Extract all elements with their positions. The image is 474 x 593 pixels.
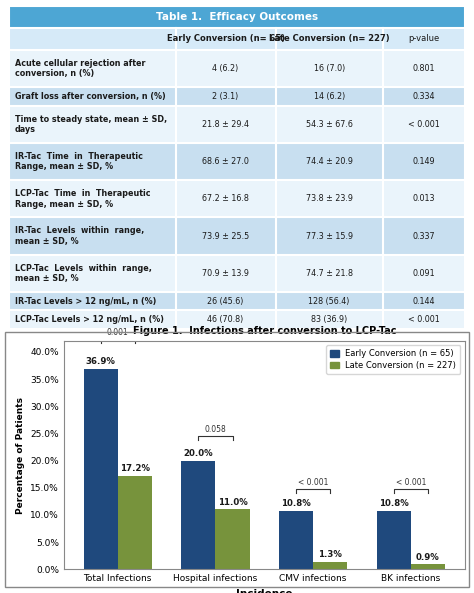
Y-axis label: Percentage of Patients: Percentage of Patients	[16, 397, 25, 514]
Text: < 0.001: < 0.001	[396, 478, 426, 487]
Text: 0.001: 0.001	[107, 328, 128, 337]
Bar	[83, 369, 118, 569]
Bar	[411, 565, 445, 569]
Text: 36.9%: 36.9%	[86, 357, 116, 366]
Text: 2 (3.1): 2 (3.1)	[212, 92, 239, 101]
Text: 10.8%: 10.8%	[379, 499, 409, 508]
Bar	[279, 511, 313, 569]
Text: 1.3%: 1.3%	[318, 550, 342, 560]
Text: < 0.001: < 0.001	[408, 315, 439, 324]
FancyBboxPatch shape	[9, 218, 465, 254]
Text: 21.8 ± 29.4: 21.8 ± 29.4	[202, 120, 249, 129]
FancyBboxPatch shape	[9, 311, 465, 329]
Text: 83 (36.9): 83 (36.9)	[311, 315, 347, 324]
Text: LCP-Tac  Time  in  Therapeutic
Range, mean ± SD, %: LCP-Tac Time in Therapeutic Range, mean …	[15, 189, 150, 209]
Bar	[181, 461, 215, 569]
Text: 0.334: 0.334	[412, 92, 435, 101]
Text: 74.7 ± 21.8: 74.7 ± 21.8	[306, 269, 353, 278]
Text: 26 (45.6): 26 (45.6)	[208, 296, 244, 306]
Text: 54.3 ± 67.6: 54.3 ± 67.6	[306, 120, 353, 129]
FancyBboxPatch shape	[9, 87, 465, 106]
Bar	[118, 476, 152, 569]
Text: 77.3 ± 15.9: 77.3 ± 15.9	[306, 231, 353, 241]
Text: 128 (56.4): 128 (56.4)	[309, 296, 350, 306]
Text: 73.8 ± 23.9: 73.8 ± 23.9	[306, 195, 353, 203]
Text: 20.0%: 20.0%	[183, 449, 213, 458]
Text: 0.091: 0.091	[412, 269, 435, 278]
Text: 68.6 ± 27.0: 68.6 ± 27.0	[202, 157, 249, 166]
X-axis label: Incidence: Incidence	[236, 589, 292, 593]
Title: Figure 1.  Infections after conversion to LCP-Tac: Figure 1. Infections after conversion to…	[133, 326, 396, 336]
FancyBboxPatch shape	[9, 6, 465, 28]
Bar	[215, 509, 250, 569]
Text: < 0.001: < 0.001	[408, 120, 439, 129]
FancyBboxPatch shape	[9, 180, 465, 218]
Text: 10.8%: 10.8%	[281, 499, 311, 508]
Text: 67.2 ± 16.8: 67.2 ± 16.8	[202, 195, 249, 203]
Text: 4 (6.2): 4 (6.2)	[212, 64, 239, 73]
Text: 0.013: 0.013	[412, 195, 435, 203]
Text: 0.058: 0.058	[205, 425, 226, 435]
Text: 0.337: 0.337	[412, 231, 435, 241]
Text: 0.144: 0.144	[412, 296, 435, 306]
Text: 0.9%: 0.9%	[416, 553, 440, 562]
Text: 73.9 ± 25.5: 73.9 ± 25.5	[202, 231, 249, 241]
Text: IR-Tac  Levels  within  range,
mean ± SD, %: IR-Tac Levels within range, mean ± SD, %	[15, 227, 144, 246]
Text: Late Conversion (n= 227): Late Conversion (n= 227)	[269, 34, 390, 43]
FancyBboxPatch shape	[9, 50, 465, 87]
Text: Graft loss after conversion, n (%): Graft loss after conversion, n (%)	[15, 92, 166, 101]
Legend: Early Conversion (n = 65), Late Conversion (n = 227): Early Conversion (n = 65), Late Conversi…	[326, 345, 460, 374]
Text: 0.801: 0.801	[412, 64, 435, 73]
FancyBboxPatch shape	[9, 106, 465, 143]
Text: < 0.001: < 0.001	[298, 478, 328, 487]
FancyBboxPatch shape	[9, 292, 465, 311]
Text: 46 (70.8): 46 (70.8)	[208, 315, 244, 324]
Text: 14 (6.2): 14 (6.2)	[313, 92, 345, 101]
Text: LCP-Tac Levels > 12 ng/mL, n (%): LCP-Tac Levels > 12 ng/mL, n (%)	[15, 315, 164, 324]
Bar	[377, 511, 411, 569]
Text: IR-Tac  Time  in  Therapeutic
Range, mean ± SD, %: IR-Tac Time in Therapeutic Range, mean ±…	[15, 152, 143, 171]
FancyBboxPatch shape	[9, 143, 465, 180]
Text: Table 1.  Efficacy Outcomes: Table 1. Efficacy Outcomes	[156, 12, 318, 22]
Text: 70.9 ± 13.9: 70.9 ± 13.9	[202, 269, 249, 278]
FancyBboxPatch shape	[9, 28, 465, 50]
Bar	[313, 562, 347, 569]
Text: 17.2%: 17.2%	[120, 464, 150, 473]
Text: 74.4 ± 20.9: 74.4 ± 20.9	[306, 157, 353, 166]
Text: p-value: p-value	[408, 34, 439, 43]
Text: IR-Tac Levels > 12 ng/mL, n (%): IR-Tac Levels > 12 ng/mL, n (%)	[15, 296, 156, 306]
Text: 11.0%: 11.0%	[218, 498, 247, 507]
Text: Acute cellular rejection after
conversion, n (%): Acute cellular rejection after conversio…	[15, 59, 146, 78]
Text: 16 (7.0): 16 (7.0)	[313, 64, 345, 73]
Text: LCP-Tac  Levels  within  range,
mean ± SD, %: LCP-Tac Levels within range, mean ± SD, …	[15, 263, 152, 283]
Text: 0.149: 0.149	[412, 157, 435, 166]
Text: Early Conversion (n= 65): Early Conversion (n= 65)	[166, 34, 285, 43]
Text: Time to steady state, mean ± SD,
days: Time to steady state, mean ± SD, days	[15, 114, 167, 134]
FancyBboxPatch shape	[9, 254, 465, 292]
